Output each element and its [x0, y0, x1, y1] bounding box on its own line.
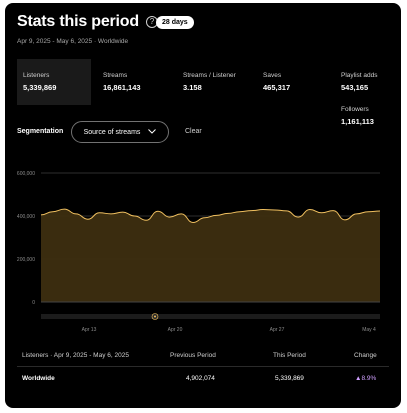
timeline-track [41, 314, 380, 319]
metric-value: 5,339,869 [23, 83, 57, 92]
segmentation-dropdown-value: Source of streams [83, 128, 141, 136]
chevron-down-icon [148, 128, 157, 136]
metric-label: Streams [103, 72, 128, 79]
metric-playlist-adds[interactable]: Playlist adds 543,165 [341, 72, 378, 92]
metric-label: Saves [263, 72, 282, 79]
table-divider [17, 366, 389, 367]
y-tick-label: 0 [32, 300, 35, 306]
x-tick-label: Apr 27 [270, 327, 285, 333]
y-tick-label: 200,000 [17, 257, 35, 263]
metric-label: Listeners [23, 72, 50, 79]
metric-value: 543,165 [341, 83, 369, 92]
row-change: ▲8.9% [355, 375, 376, 382]
clear-button[interactable]: Clear [185, 128, 202, 135]
table-header-previous: Previous Period [170, 352, 216, 359]
table-header-change: Change [354, 352, 377, 359]
table-header-segment: Listeners · Apr 9, 2025 - May 6, 2025 [22, 352, 129, 359]
segmentation-dropdown[interactable]: Source of streams [71, 121, 169, 143]
metric-value: 465,317 [263, 83, 291, 92]
row-change-value: 8.9% [361, 375, 377, 382]
arrow-up-icon: ▲ [355, 375, 362, 382]
period-badge[interactable]: 28 days [156, 16, 194, 29]
metric-label: Followers [341, 106, 369, 113]
row-segment: Worldwide [22, 375, 55, 382]
metric-saves[interactable]: Saves 465,317 [263, 72, 290, 92]
table-header-current: This Period [273, 352, 306, 359]
series-line [40, 208, 381, 223]
listeners-chart: 600,000 400,000 200,000 0 Apr 13 Apr 20 Apr 27… [17, 171, 381, 333]
metric-value: 3.158 [183, 83, 202, 92]
metric-followers[interactable]: Followers 1,161,113 [341, 106, 374, 126]
page-title: Stats this period [17, 13, 139, 30]
stats-card: Stats this period ? 28 days Apr 9, 2025 … [5, 3, 401, 408]
y-tick-label: 600,000 [17, 171, 35, 177]
y-tick-label: 400,000 [17, 214, 35, 220]
metric-label: Playlist adds [341, 72, 378, 79]
series-area [41, 209, 380, 302]
x-tick-label: Apr 13 [82, 327, 97, 333]
period-subtitle: Apr 9, 2025 - May 6, 2025 · Worldwide [17, 38, 129, 45]
metric-streams[interactable]: Streams 16,861,143 [103, 72, 141, 92]
row-current: 5,339,869 [275, 375, 304, 382]
segmentation-label: Segmentation [17, 128, 64, 135]
event-marker-dot [154, 315, 156, 318]
metric-value: 16,861,143 [103, 83, 141, 92]
x-tick-label: May 4 [362, 327, 376, 333]
metric-streams-per-listener[interactable]: Streams / Listener 3.158 [183, 72, 236, 92]
row-previous: 4,902,074 [186, 375, 215, 382]
x-tick-label: Apr 20 [168, 327, 183, 333]
metric-label: Streams / Listener [183, 72, 236, 79]
metric-listeners[interactable]: Listeners 5,339,869 [17, 59, 91, 105]
metric-value: 1,161,113 [341, 117, 374, 126]
title-row: Stats this period ? [17, 13, 158, 31]
